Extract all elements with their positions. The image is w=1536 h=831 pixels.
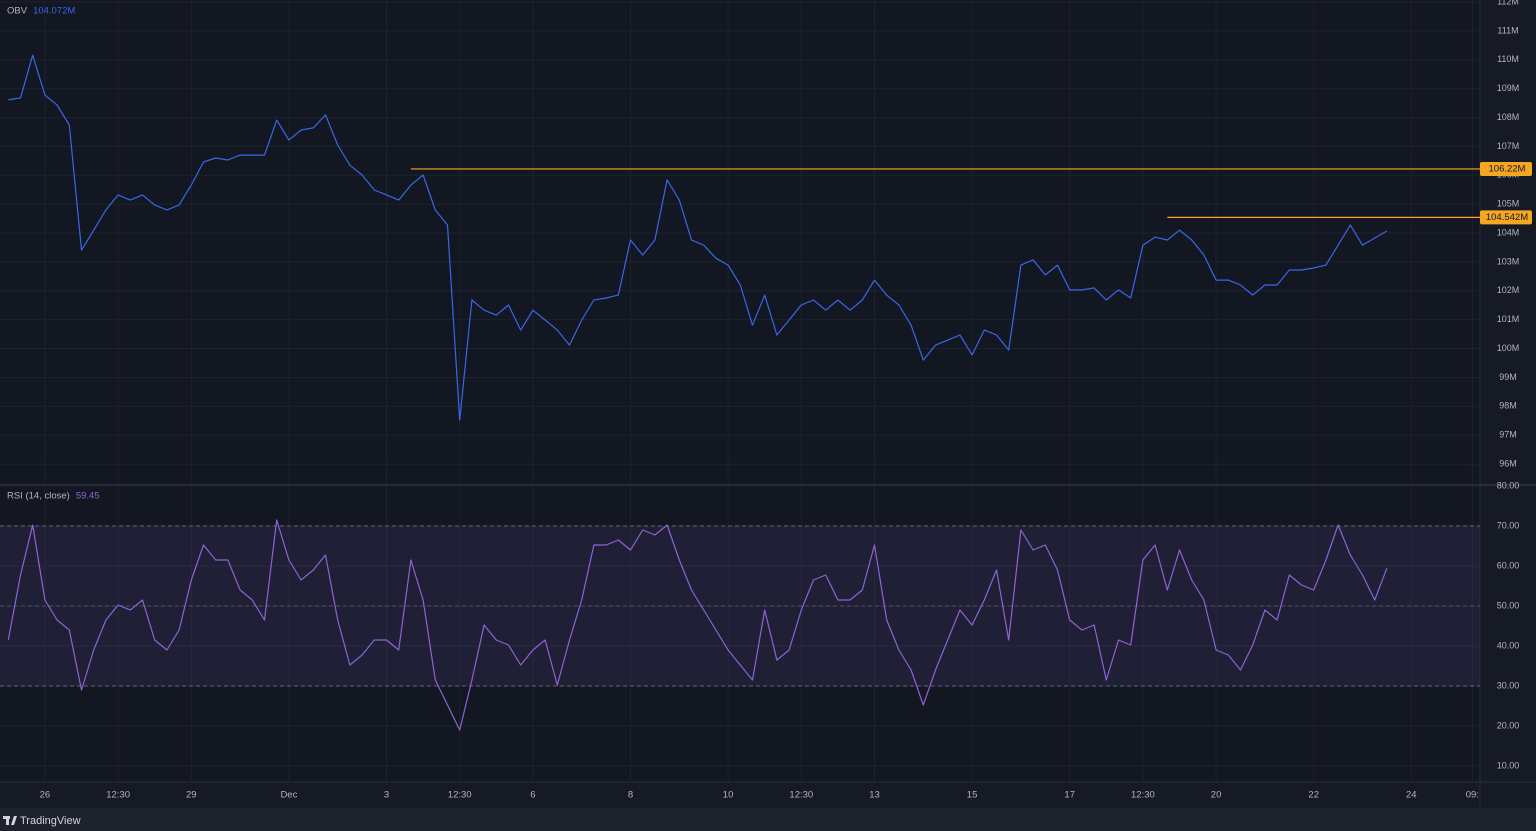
data-line bbox=[8, 54, 1388, 421]
x-tick-label: 12:30 bbox=[1131, 790, 1155, 801]
x-tick-label: 3 bbox=[384, 790, 389, 801]
y-tick-label: 108M bbox=[1497, 112, 1520, 122]
y-tick-label: 70.00 bbox=[1497, 520, 1520, 530]
x-tick-label: 22 bbox=[1308, 790, 1319, 801]
y-tick-label: 111M bbox=[1497, 25, 1518, 35]
x-tick-label: 17 bbox=[1064, 790, 1075, 801]
y-tick-label: 105M bbox=[1497, 199, 1520, 209]
x-tick-label: 12:30 bbox=[789, 790, 813, 801]
x-tick-label: 15 bbox=[967, 790, 978, 801]
y-tick-label: 101M bbox=[1497, 314, 1520, 324]
y-tick-label: 102M bbox=[1497, 285, 1520, 295]
pane-value: 59.45 bbox=[76, 491, 100, 502]
pane-value: 104.072M bbox=[33, 6, 75, 17]
pane-title: RSI (14, close) bbox=[7, 491, 70, 502]
y-tick-label: 96M bbox=[1499, 458, 1517, 468]
level-label: 106.22M bbox=[1489, 163, 1526, 174]
x-tick-label: 6 bbox=[530, 790, 535, 801]
level-tag bbox=[1480, 210, 1532, 225]
footer-brand: TradingView bbox=[20, 815, 81, 827]
y-tick-label: 103M bbox=[1497, 256, 1520, 266]
x-tick-label: 20 bbox=[1211, 790, 1222, 801]
x-tick-label: 12:30 bbox=[106, 790, 130, 801]
y-tick-label: 104M bbox=[1497, 227, 1520, 237]
x-tick-label: 8 bbox=[628, 790, 633, 801]
y-tick-label: 60.00 bbox=[1497, 560, 1520, 570]
x-tick-label: 13 bbox=[869, 790, 880, 801]
x-tick-label: 10 bbox=[723, 790, 734, 801]
level-label: 104.542M bbox=[1486, 212, 1528, 223]
x-tick-label: 24 bbox=[1406, 790, 1417, 801]
y-tick-label: 20.00 bbox=[1497, 720, 1520, 730]
x-tick-label: Dec bbox=[280, 790, 297, 801]
y-tick-label: 112M bbox=[1497, 0, 1519, 6]
y-tick-label: 98M bbox=[1499, 401, 1517, 411]
y-tick-label: 109M bbox=[1497, 83, 1520, 93]
y-tick-label: 80.00 bbox=[1497, 480, 1520, 490]
y-tick-label: 40.00 bbox=[1497, 640, 1520, 650]
y-tick-label: 99M bbox=[1499, 372, 1517, 382]
level-tag bbox=[1480, 161, 1532, 176]
logo bbox=[3, 816, 17, 825]
y-tick-label: 110M bbox=[1497, 54, 1519, 64]
y-tick-label: 30.00 bbox=[1497, 680, 1520, 690]
x-tick-label: 09: bbox=[1466, 790, 1479, 801]
footer-bar bbox=[0, 808, 1536, 831]
data-line bbox=[7, 519, 1388, 731]
plot-background bbox=[0, 0, 1480, 782]
x-tick-label: 26 bbox=[40, 790, 51, 801]
x-tick-label: 12:30 bbox=[448, 790, 472, 801]
y-tick-label: 10.00 bbox=[1497, 760, 1520, 770]
y-tick-label: 50.00 bbox=[1497, 600, 1520, 610]
x-tick-label: 29 bbox=[186, 790, 197, 801]
rsi-band bbox=[0, 526, 1480, 686]
y-tick-label: 107M bbox=[1497, 141, 1520, 151]
pane-title: OBV bbox=[7, 6, 28, 17]
y-tick-label: 97M bbox=[1499, 430, 1517, 440]
y-tick-label: 100M bbox=[1497, 343, 1520, 353]
